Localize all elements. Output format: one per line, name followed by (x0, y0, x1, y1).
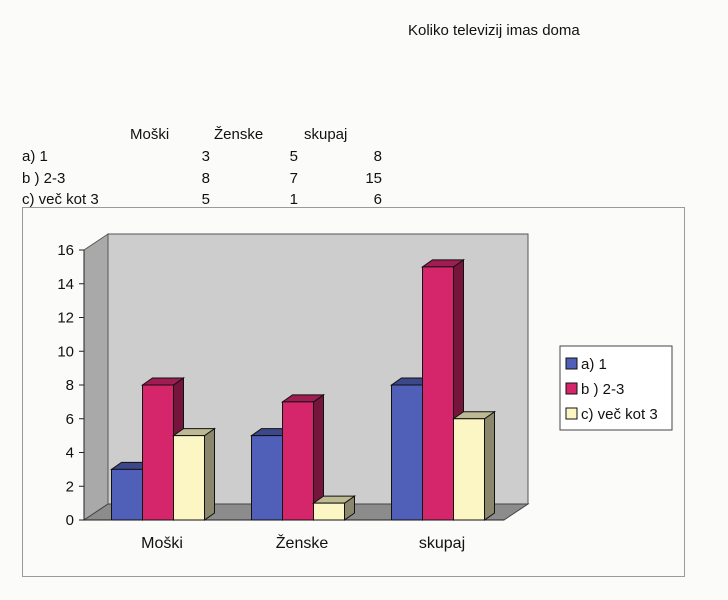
legend (559, 345, 673, 431)
y-tick-label: 14 (57, 276, 74, 293)
table-cell: 7 (289, 170, 298, 187)
table-row-label: b ) 2-3 (22, 170, 66, 187)
y-tick-label: 2 (66, 478, 74, 495)
chart-frame (22, 207, 685, 577)
table-header-zenske: Ženske (214, 126, 264, 143)
table-cell: 15 (365, 170, 382, 187)
y-tick-label: 0 (66, 512, 74, 529)
legend-label: a) 1 (581, 356, 607, 373)
table-cell: 5 (289, 148, 298, 165)
legend-label: b ) 2-3 (581, 381, 624, 398)
table-cell: 5 (201, 191, 210, 208)
y-tick-label: 12 (57, 310, 74, 327)
legend-swatch (565, 407, 578, 420)
side-wall (83, 233, 109, 521)
page-title: Koliko televizij imas doma (408, 22, 580, 39)
table-cell: 1 (289, 191, 298, 208)
y-tick-label: 16 (57, 242, 74, 259)
bar (311, 495, 357, 521)
table-header-moski: Moški (130, 126, 170, 143)
x-tick-label: Ženske (276, 533, 329, 552)
table-cell: 8 (201, 170, 210, 187)
y-tick-label: 6 (66, 411, 74, 428)
table-row-label: c) več kot 3 (22, 191, 99, 208)
legend-label: c) več kot 3 (581, 406, 658, 423)
table-cell: 3 (201, 148, 210, 165)
bar (451, 410, 497, 521)
y-tick-label: 8 (66, 377, 74, 394)
table-header-skupaj: skupaj (304, 126, 348, 143)
table-row-label: a) 1 (22, 148, 48, 165)
bar (420, 258, 466, 521)
x-tick-label: Moški (141, 535, 183, 552)
table-cell: 6 (373, 191, 382, 208)
bar (171, 427, 217, 521)
bar (280, 393, 326, 521)
y-tick-label: 4 (66, 445, 74, 462)
legend-swatch (565, 382, 578, 395)
y-tick-label: 10 (57, 343, 74, 360)
legend-swatch (565, 357, 578, 370)
table-cell: 8 (373, 148, 382, 165)
x-tick-label: skupaj (419, 535, 465, 552)
